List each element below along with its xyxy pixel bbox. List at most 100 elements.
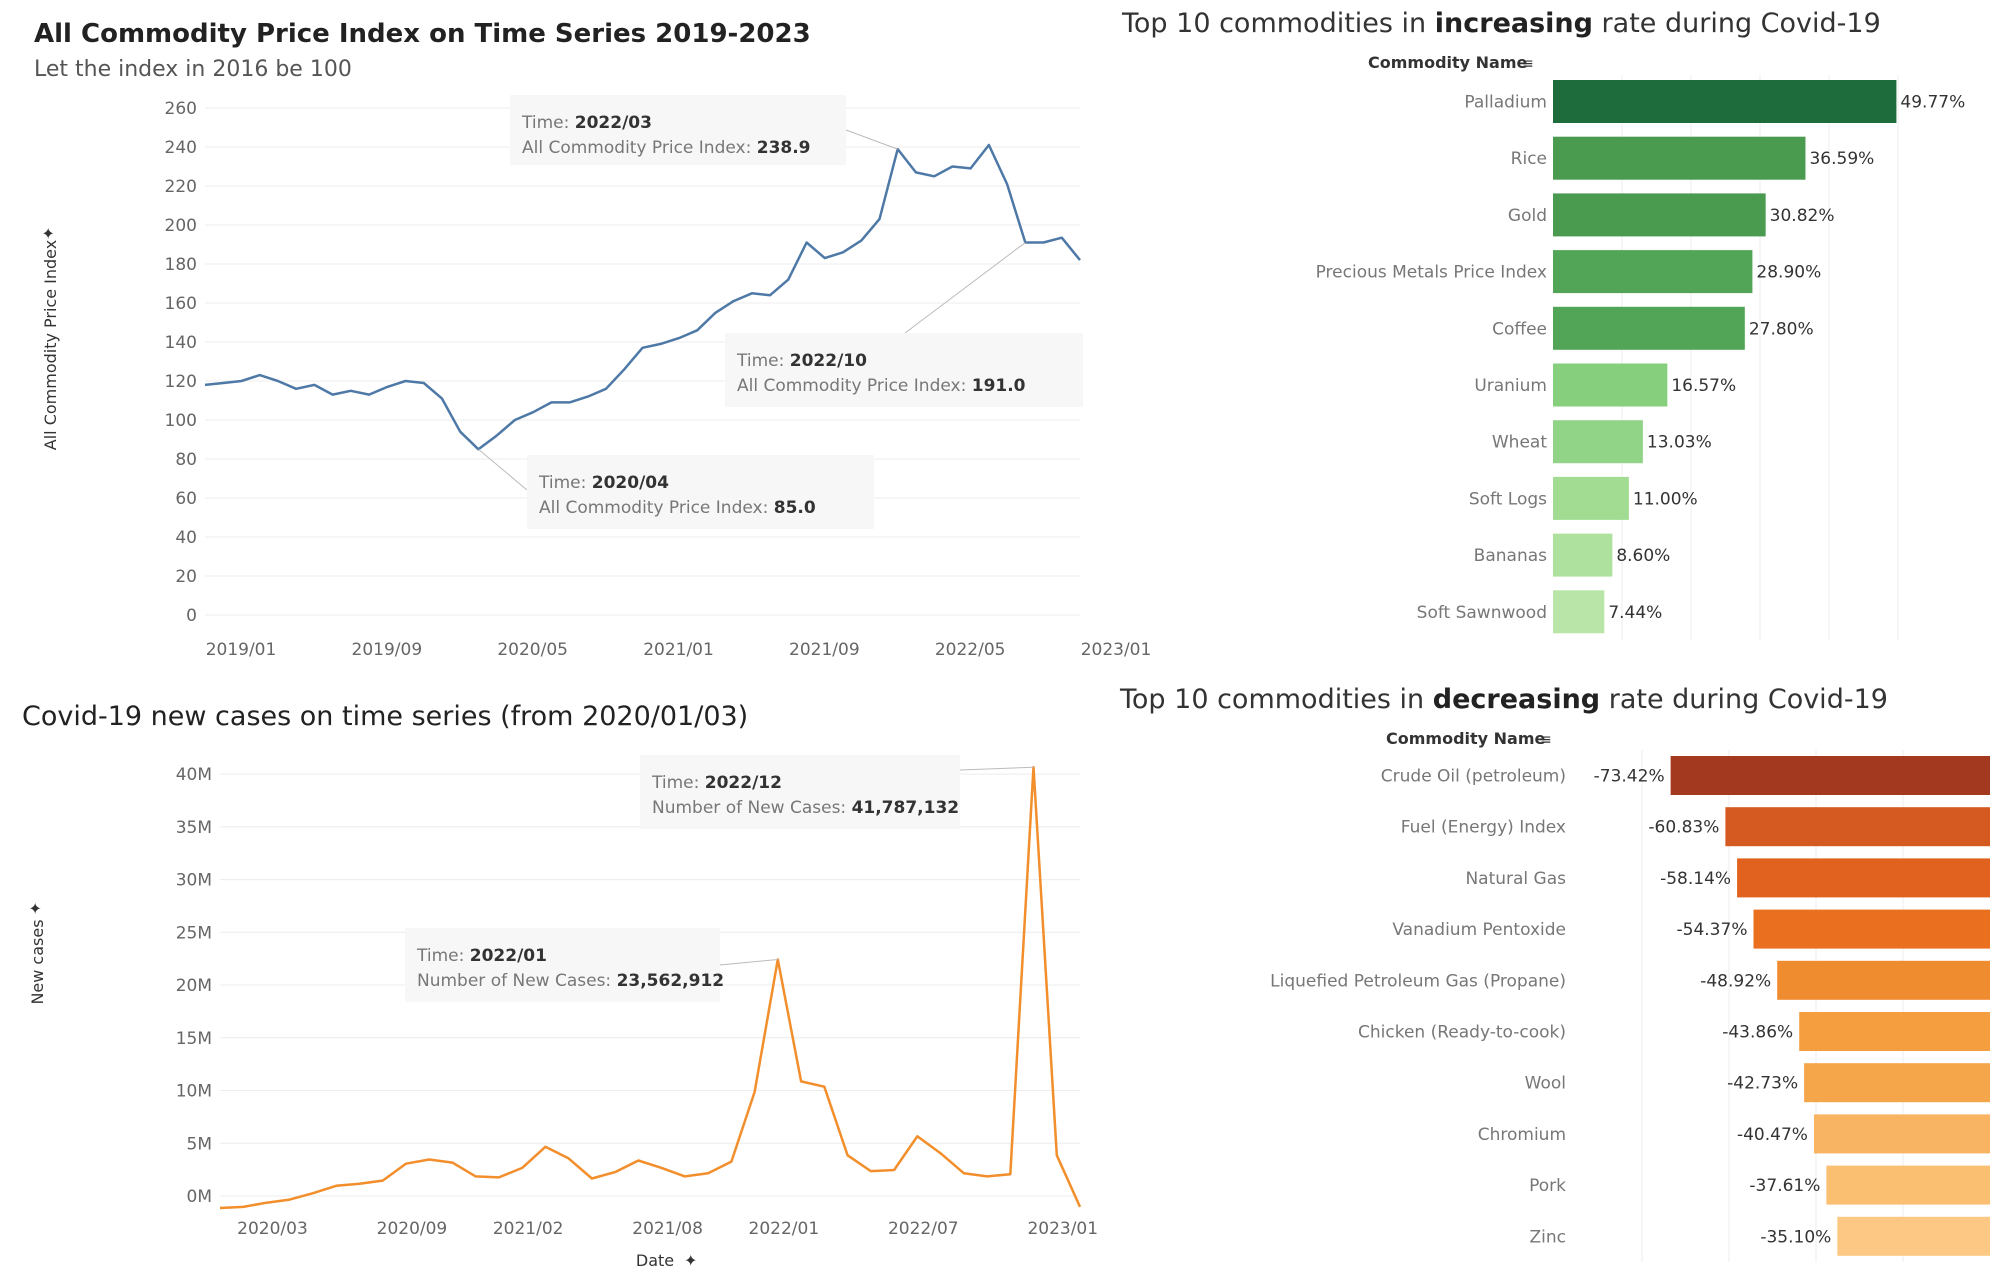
price-index-y-axis-title: All Commodity Price Index bbox=[41, 240, 60, 450]
tooltip-value: Number of New Cases: 23,562,912 bbox=[417, 971, 724, 991]
pin-icon[interactable]: ✦ bbox=[39, 227, 58, 240]
category-label: Precious Metals Price Index bbox=[1316, 263, 1547, 283]
covid-cases-series-line[interactable] bbox=[219, 765, 1082, 1210]
category-label: Zinc bbox=[1530, 1227, 1567, 1247]
bar[interactable] bbox=[1813, 1114, 1990, 1154]
y-tick-label: 15M bbox=[176, 1029, 212, 1049]
price-index-series-line[interactable] bbox=[204, 143, 1081, 451]
x-tick-label: 2022/01 bbox=[749, 1219, 820, 1239]
bar[interactable] bbox=[1826, 1165, 1990, 1205]
category-label: Gold bbox=[1508, 206, 1547, 226]
y-tick-label: 240 bbox=[165, 138, 197, 158]
category-label: Wool bbox=[1525, 1074, 1566, 1094]
bar-value-label: -54.37% bbox=[1677, 920, 1748, 940]
bar[interactable] bbox=[1553, 590, 1605, 634]
bar[interactable] bbox=[1777, 960, 1990, 1000]
bar[interactable] bbox=[1799, 1012, 1990, 1051]
bar-value-label: -42.73% bbox=[1727, 1074, 1798, 1094]
y-tick-label: 5M bbox=[187, 1134, 212, 1154]
x-tick-label: 2021/02 bbox=[493, 1219, 564, 1239]
bar-value-label: -58.14% bbox=[1660, 869, 1731, 889]
tooltip-time: Time: 2022/10 bbox=[736, 351, 867, 371]
increasing-column-header: Commodity Name bbox=[1368, 53, 1528, 72]
x-tick-label: 2020/09 bbox=[377, 1219, 448, 1239]
bar[interactable] bbox=[1737, 858, 1990, 898]
y-tick-label: 0 bbox=[186, 606, 197, 626]
y-tick-label: 60 bbox=[175, 489, 197, 509]
bar-value-label: -35.10% bbox=[1760, 1227, 1831, 1247]
y-tick-label: 100 bbox=[165, 411, 197, 431]
category-label: Crude Oil (petroleum) bbox=[1381, 767, 1566, 787]
tooltip-value: All Commodity Price Index: 238.9 bbox=[522, 138, 811, 158]
sort-icon[interactable]: ≡ bbox=[1540, 732, 1552, 748]
category-label: Palladium bbox=[1464, 93, 1547, 113]
bar-value-label: 36.59% bbox=[1809, 149, 1874, 169]
tooltip-value: Number of New Cases: 41,787,132 bbox=[652, 798, 959, 818]
pin-icon[interactable]: ✦ bbox=[684, 1251, 697, 1270]
bar[interactable] bbox=[1553, 193, 1766, 237]
tooltip-box bbox=[405, 928, 720, 1002]
bar[interactable] bbox=[1837, 1216, 1990, 1256]
pin-icon[interactable]: ✦ bbox=[26, 902, 45, 915]
y-tick-label: 140 bbox=[165, 333, 197, 353]
tooltip-value: All Commodity Price Index: 85.0 bbox=[539, 498, 816, 518]
bar[interactable] bbox=[1804, 1063, 1990, 1103]
bar-value-label: 13.03% bbox=[1647, 433, 1712, 453]
category-label: Chromium bbox=[1478, 1125, 1566, 1145]
bar[interactable] bbox=[1670, 756, 1990, 795]
tooltip-box bbox=[510, 95, 846, 165]
y-tick-label: 0M bbox=[187, 1187, 212, 1207]
tooltip-value: All Commodity Price Index: 191.0 bbox=[737, 376, 1026, 396]
covid-cases-chart: Covid-19 new cases on time series (from … bbox=[22, 701, 1098, 1270]
tooltip-leader-line bbox=[904, 242, 1026, 334]
y-tick-label: 40M bbox=[176, 765, 212, 785]
bar[interactable] bbox=[1725, 807, 1990, 847]
y-tick-label: 20M bbox=[176, 976, 212, 996]
y-tick-label: 25M bbox=[176, 923, 212, 943]
tooltip-box bbox=[527, 455, 874, 529]
bar[interactable] bbox=[1553, 533, 1613, 577]
y-tick-label: 10M bbox=[176, 1082, 212, 1102]
x-tick-label: 2022/07 bbox=[888, 1219, 959, 1239]
tooltip-leader-line bbox=[719, 958, 778, 966]
category-label: Soft Sawnwood bbox=[1417, 603, 1547, 623]
x-tick-label: 2020/05 bbox=[497, 640, 568, 660]
bar[interactable] bbox=[1553, 250, 1753, 294]
price-index-chart: All Commodity Price Index on Time Series… bbox=[34, 19, 1151, 660]
y-tick-label: 160 bbox=[165, 294, 197, 314]
tooltip-leader-line bbox=[845, 129, 898, 150]
category-label: Soft Logs bbox=[1469, 489, 1547, 509]
bar[interactable] bbox=[1753, 909, 1990, 949]
bar[interactable] bbox=[1553, 80, 1897, 123]
sort-icon[interactable]: ≡ bbox=[1522, 56, 1534, 72]
category-label: Natural Gas bbox=[1465, 869, 1566, 889]
x-tick-label: 2021/08 bbox=[632, 1219, 703, 1239]
bar[interactable] bbox=[1553, 306, 1745, 350]
category-label: Rice bbox=[1511, 149, 1547, 169]
bar[interactable] bbox=[1553, 363, 1668, 407]
category-label: Liquefied Petroleum Gas (Propane) bbox=[1270, 971, 1566, 991]
category-label: Chicken (Ready-to-cook) bbox=[1358, 1023, 1566, 1043]
category-label: Fuel (Energy) Index bbox=[1401, 818, 1566, 838]
bar-value-label: 27.80% bbox=[1749, 319, 1814, 339]
y-tick-label: 30M bbox=[176, 871, 212, 891]
y-tick-label: 120 bbox=[165, 372, 197, 392]
bar[interactable] bbox=[1553, 420, 1643, 464]
category-label: Bananas bbox=[1474, 546, 1547, 566]
bar-value-label: 8.60% bbox=[1616, 546, 1670, 566]
bar-value-label: -60.83% bbox=[1648, 818, 1719, 838]
tooltip-leader-line bbox=[478, 448, 528, 491]
x-tick-label: 2019/01 bbox=[206, 640, 277, 660]
bar[interactable] bbox=[1553, 476, 1629, 520]
y-tick-label: 180 bbox=[165, 255, 197, 275]
x-tick-label: 2023/01 bbox=[1027, 1219, 1098, 1239]
y-tick-label: 220 bbox=[165, 177, 197, 197]
tooltip-box bbox=[640, 755, 960, 829]
bar[interactable] bbox=[1553, 136, 1806, 180]
category-label: Wheat bbox=[1492, 433, 1547, 453]
x-tick-label: 2020/03 bbox=[237, 1219, 308, 1239]
covid-cases-y-axis-title: New cases bbox=[28, 919, 47, 1004]
bar-value-label: -48.92% bbox=[1700, 971, 1771, 991]
decreasing-title: Top 10 commodities in decreasing rate du… bbox=[1119, 684, 1888, 715]
tooltip-box bbox=[725, 333, 1083, 407]
